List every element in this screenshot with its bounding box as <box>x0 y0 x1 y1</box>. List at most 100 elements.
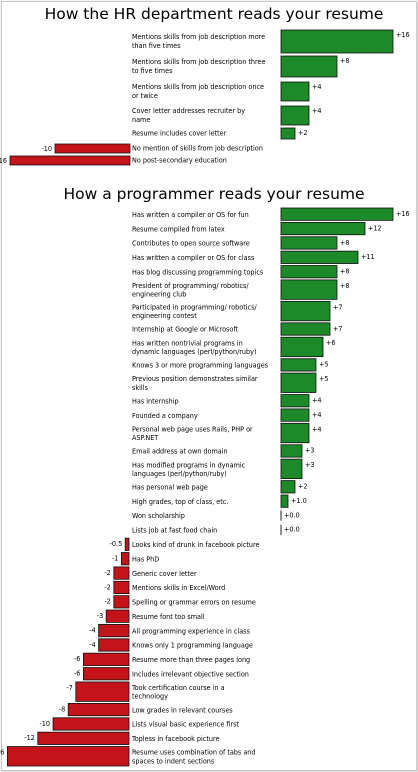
prog-value-9: +5 <box>319 360 329 369</box>
prog-bar-16 <box>280 480 296 494</box>
hr-bar-3 <box>280 105 310 126</box>
prog-label-3: Has written a compiler or OS for class <box>132 253 255 262</box>
prog-label-5-0: President of programming/ robotics/ <box>132 281 249 290</box>
prog-label-13-1: ASP.NET <box>132 433 158 442</box>
prog-value-6: +7 <box>333 302 343 311</box>
prog-bar-30 <box>75 681 130 702</box>
prog-bar-21 <box>121 552 130 566</box>
hr-row-1: Mentions skills from job description thr… <box>132 55 350 78</box>
prog-label-34-1: spaces to indent sections <box>132 756 215 765</box>
prog-value-0: +16 <box>396 209 410 218</box>
prog-value-13: +4 <box>312 424 322 433</box>
prog-row-30: Took certification course in atechnology… <box>66 681 225 702</box>
prog-label-29: Includes irrelevant objective section <box>132 669 249 678</box>
prog-row-2: Contributes to open source software +8 <box>132 236 350 250</box>
prog-value-22: -2 <box>104 568 110 577</box>
prog-value-18: +0.0 <box>284 510 300 519</box>
prog-label-9: Knows 3 or more programming languages <box>132 361 269 370</box>
chart-title-hr: How the HR department reads your resume <box>45 5 384 23</box>
prog-bar-4 <box>280 265 338 279</box>
prog-row-26: All programming experience in class -4 <box>89 624 251 638</box>
prog-row-16: Has personal web page +2 <box>132 480 308 494</box>
prog-bar-31 <box>67 702 130 717</box>
prog-value-15: +3 <box>305 460 315 469</box>
hr-label-2-0: Mentions skills from job description onc… <box>132 82 264 91</box>
prog-value-4: +8 <box>340 267 350 276</box>
prog-label-0: Has written a compiler or OS for fun <box>132 210 249 219</box>
hr-row-5: No mention of skills from job descriptio… <box>41 144 263 154</box>
prog-label-28: Resume more than three pages long <box>132 655 250 664</box>
hr-label-2-1: or twice <box>132 91 158 100</box>
prog-label-34-0: Resume uses combination of tabs and <box>132 748 256 757</box>
chart-title-programmer: How a programmer reads your resume <box>63 185 364 203</box>
prog-value-30: -7 <box>66 683 72 692</box>
hr-label-0-0: Mentions skills from job description mor… <box>132 32 265 41</box>
prog-bar-26 <box>98 624 130 638</box>
hr-value-2: +4 <box>312 82 322 91</box>
hr-bar-4 <box>280 127 296 140</box>
prog-bar-17 <box>280 494 289 508</box>
prog-label-10-1: skills <box>132 383 149 392</box>
prog-bar-9 <box>280 358 317 372</box>
prog-bar-23 <box>113 580 130 595</box>
prog-label-27: Knows only 1 programming language <box>132 641 253 650</box>
prog-value-31: -8 <box>59 704 65 713</box>
prog-value-7: +7 <box>333 324 343 333</box>
prog-value-12: +4 <box>312 410 322 419</box>
prog-row-22: Generic cover letter -2 <box>104 566 197 580</box>
prog-value-14: +3 <box>305 446 315 455</box>
hr-value-4: +2 <box>298 128 308 137</box>
hr-bar-2 <box>280 81 310 102</box>
hr-bar-0 <box>280 29 394 54</box>
prog-row-3: Has written a compiler or OS for class +1… <box>132 250 375 264</box>
prog-bar-32 <box>52 717 130 731</box>
prog-label-7: Internship at Google or Microsoft <box>132 325 239 334</box>
prog-label-26: All programming experience in class <box>132 626 251 635</box>
prog-row-34: Resume uses combination of tabs andspace… <box>0 746 256 767</box>
prog-value-16: +2 <box>298 482 308 491</box>
prog-row-23: Mentions skills in Excel/Word -2 <box>104 580 225 595</box>
prog-bar-10 <box>280 372 317 393</box>
prog-value-32: -10 <box>39 719 50 728</box>
prog-label-32: Lists visual basic experience first <box>132 720 239 729</box>
prog-label-20: Looks kind of drunk in facebook picture <box>132 540 260 549</box>
prog-row-18: Won scholarship +0.0 <box>132 510 300 521</box>
prog-label-15-1: languages (perl/python/ruby) <box>132 469 227 478</box>
prog-bar-11 <box>280 394 310 408</box>
prog-label-21: Has PhD <box>132 554 159 563</box>
prog-value-33: -12 <box>24 733 35 742</box>
hr-label-3-0: Cover letter addresses recruiter by <box>132 106 245 115</box>
hr-label-0-1: than five times <box>132 41 181 50</box>
prog-row-11: Has internship +4 <box>132 394 322 408</box>
prog-bar-1 <box>280 221 366 236</box>
prog-label-6-0: Participated in programming/ robotics/ <box>132 303 257 312</box>
prog-value-11: +4 <box>312 396 322 405</box>
prog-bar-13 <box>280 422 310 444</box>
hr-label-6: No post-secondary education <box>132 156 227 165</box>
prog-bar-29 <box>83 667 130 681</box>
hr-row-0: Mentions skills from job description mor… <box>132 29 410 54</box>
prog-row-24: Spelling or grammar errors on resume -2 <box>104 595 256 609</box>
prog-label-8-0: Has written nontrivial programs in <box>132 338 243 347</box>
prog-value-20: -0.5 <box>110 539 123 548</box>
hr-label-3-1: name <box>132 115 150 124</box>
prog-label-1: Resume compiled from latex <box>132 224 225 233</box>
hr-bar-6 <box>9 155 131 166</box>
prog-value-27: -4 <box>89 640 95 649</box>
prog-bar-2 <box>280 236 338 250</box>
prog-row-10: Previous position demonstrates similarsk… <box>132 372 329 393</box>
prog-label-5-1: engineering club <box>132 290 186 299</box>
prog-label-14: Email address at own domain <box>132 447 228 456</box>
hr-value-3: +4 <box>312 106 322 115</box>
prog-bar-5 <box>280 279 338 300</box>
prog-value-26: -4 <box>89 625 95 634</box>
prog-bar-25 <box>105 609 130 623</box>
prog-value-19: +0.0 <box>284 525 300 534</box>
hr-row-4: Resume includes cover letter +2 <box>132 127 308 140</box>
prog-row-9: Knows 3 or more programming languages +5 <box>132 358 329 372</box>
prog-row-13: Personal web page uses Rails, PHP orASP.… <box>132 422 322 444</box>
prog-row-17: High grades, top of class, etc. +1.0 <box>132 494 307 508</box>
prog-value-21: -1 <box>112 553 118 562</box>
prog-bar-34 <box>7 746 130 767</box>
